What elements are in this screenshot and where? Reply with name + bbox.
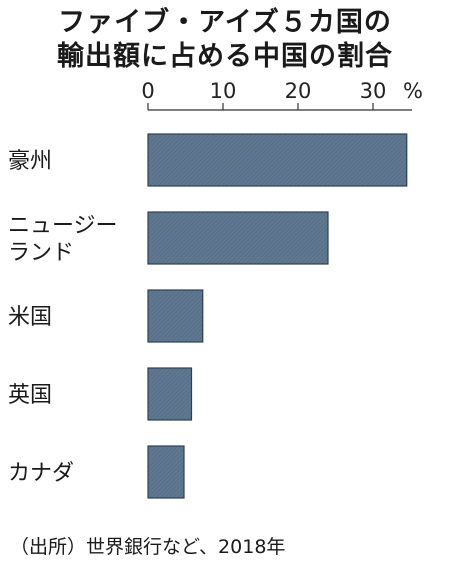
bar-2 bbox=[147, 289, 204, 343]
category-label-4: カナダ bbox=[8, 461, 74, 486]
bar-4 bbox=[147, 445, 185, 499]
category-label-3: 英国 bbox=[8, 383, 52, 408]
chart-title-line-1: ファイブ・アイズ５カ国の bbox=[58, 7, 392, 38]
x-tick-label-0: 0 bbox=[141, 79, 154, 103]
x-tick-label-10: 10 bbox=[210, 79, 237, 103]
category-label-1-line-1: ランド bbox=[8, 241, 74, 266]
bar-1 bbox=[147, 211, 329, 265]
x-tick-label-20: 20 bbox=[285, 79, 312, 103]
chart-title-line-2: 輸出額に占める中国の割合 bbox=[57, 41, 393, 72]
category-label-2: 米国 bbox=[8, 305, 52, 330]
x-tick-label-30: 30 bbox=[360, 79, 387, 103]
category-label-1-line-0: ニュージー bbox=[8, 214, 118, 239]
source-note: （出所）世界銀行など、2018年 bbox=[10, 536, 286, 558]
category-label-0: 豪州 bbox=[8, 149, 52, 174]
bar-0 bbox=[147, 133, 408, 187]
x-unit-label: % bbox=[403, 79, 423, 103]
bar-3 bbox=[147, 367, 193, 421]
